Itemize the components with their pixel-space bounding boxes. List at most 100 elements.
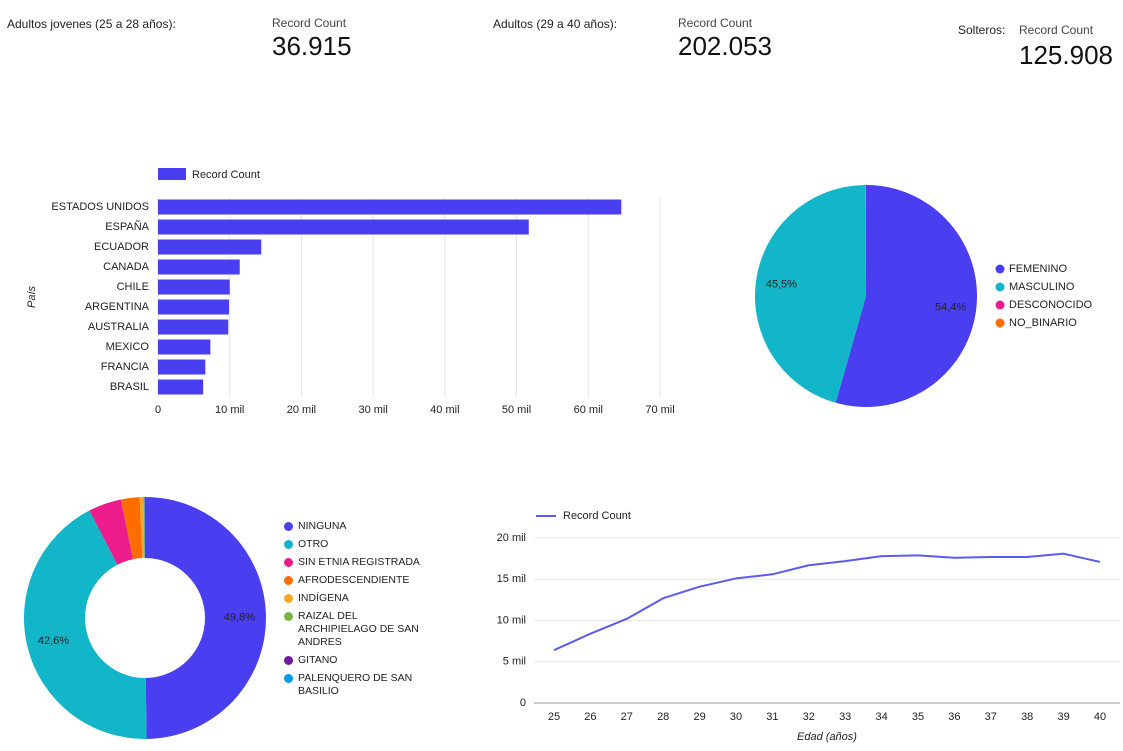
x-tick-label: 0 [155,404,161,416]
legend-label: INDÍGENA [298,592,349,604]
legend-item: INDÍGENA [284,592,424,605]
y-tick-label: 5 mil [503,656,526,668]
legend-label: Record Count [563,510,631,522]
legend-label: Record Count [192,169,260,181]
y-tick-label: 0 [520,697,526,709]
bar [158,299,229,315]
y-tick-label: CHILE [117,281,149,293]
scorecard-title: Adultos (29 a 40 años): [493,17,617,31]
bar [158,359,206,375]
line [553,552,1101,652]
y-tick-label: 20 mil [497,532,526,544]
y-tick-label: MEXICO [106,341,150,353]
scorecard-metric: Record Count [272,16,347,30]
slice [865,185,866,296]
legend-marker [284,594,293,603]
legend-item: PALENQUERO DE SAN BASILIO [284,672,424,698]
legend-marker [995,282,1005,292]
legend-label: OTRO [298,538,329,550]
slice [24,510,147,739]
y-tick-label: ESPAÑA [105,220,149,233]
x-tick-label: 50 mil [502,404,531,416]
scorecard-metric: Record Count [678,16,753,30]
x-tick-label: 40 [1094,711,1106,723]
legend-label: DESCONOCIDO [1009,299,1093,311]
y-tick-label: BRASIL [110,381,149,393]
x-tick-label: 30 mil [358,404,387,416]
legend-item: NINGUNA [284,520,424,533]
scorecard-title: Adultos jovenes (25 a 28 años): [7,17,176,31]
x-tick-label: 29 [693,711,705,723]
legend-marker [995,264,1005,274]
slice-label: 45,5% [766,278,797,290]
y-axis-label: País [26,285,38,308]
legend-label: PALENQUERO DE SAN BASILIO [298,672,413,697]
x-tick-label: 60 mil [574,404,603,416]
x-tick-label: 20 mil [287,404,316,416]
slice-label: 54,4% [935,302,966,314]
legend-label: SIN ETNIA REGISTRADA [298,556,420,568]
y-tick-label: ARGENTINA [85,301,150,313]
x-tick-label: 34 [875,711,887,723]
y-tick-label: FRANCIA [101,361,150,373]
slice [89,499,134,565]
bar [158,319,229,335]
legend-label: NO_BINARIO [1009,317,1077,329]
x-tick-label: 25 [548,711,560,723]
legend-label: AFRODESCENDIENTE [298,574,410,586]
scorecard-value: 36.915 [272,31,352,61]
y-tick-label: ECUADOR [94,241,149,253]
bar [158,339,211,355]
x-tick-label: 32 [803,711,815,723]
legend-marker [284,522,293,531]
legend-label: FEMENINO [1009,263,1068,275]
legend-item: SIN ETNIA REGISTRADA [284,556,424,569]
legend-marker [284,656,293,665]
x-tick-label: 33 [839,711,851,723]
bar [158,279,230,295]
scorecard-value: 202.053 [678,31,772,61]
x-tick-label: 35 [912,711,924,723]
x-tick-label: 28 [657,711,669,723]
legend-marker [995,318,1005,328]
x-tick-label: 27 [621,711,633,723]
scorecard-metric: Record Count [1019,23,1094,37]
scorecard-value: 125.908 [1019,40,1113,70]
bar [158,379,204,395]
slice [835,185,978,407]
slice [145,497,266,739]
x-tick-label: 38 [1021,711,1033,723]
legend-label: MASCULINO [1009,281,1075,293]
bar [158,239,262,255]
x-tick-label: 30 [730,711,742,723]
legend-label: NINGUNA [298,520,347,532]
x-tick-label: 37 [985,711,997,723]
bar [158,219,529,235]
slice [755,185,866,403]
legend-item: OTRO [284,538,424,551]
scorecard-title: Solteros: [958,23,1005,37]
legend-item: AFRODESCENDIENTE [284,574,424,587]
y-tick-label: CANADA [103,261,150,273]
x-tick-label: 40 mil [430,404,459,416]
donut-legend: NINGUNA OTRO SIN ETNIA REGISTRADA AFRODESCE… [284,520,424,698]
legend-item: RAIZAL DEL ARCHIPIELAGO DE SAN ANDRES [284,610,424,649]
legend-label: RAIZAL DEL ARCHIPIELAGO DE SAN ANDRES [298,610,419,648]
legend-marker [284,612,293,621]
x-axis-label: Edad (años) [797,731,857,743]
y-tick-label: 15 mil [497,573,526,585]
legend-label: GITANO [298,654,338,666]
legend-marker [284,674,293,683]
y-tick-label: AUSTRALIA [88,321,150,333]
slice [120,497,143,560]
slice [143,497,145,559]
x-tick-label: 70 mil [645,404,674,416]
legend-marker [284,558,293,567]
legend-item: GITANO [284,654,424,667]
slice-label: 49,8% [224,611,255,623]
slice-label: 42,6% [38,635,69,647]
legend-swatch [158,168,186,180]
x-tick-label: 31 [766,711,778,723]
